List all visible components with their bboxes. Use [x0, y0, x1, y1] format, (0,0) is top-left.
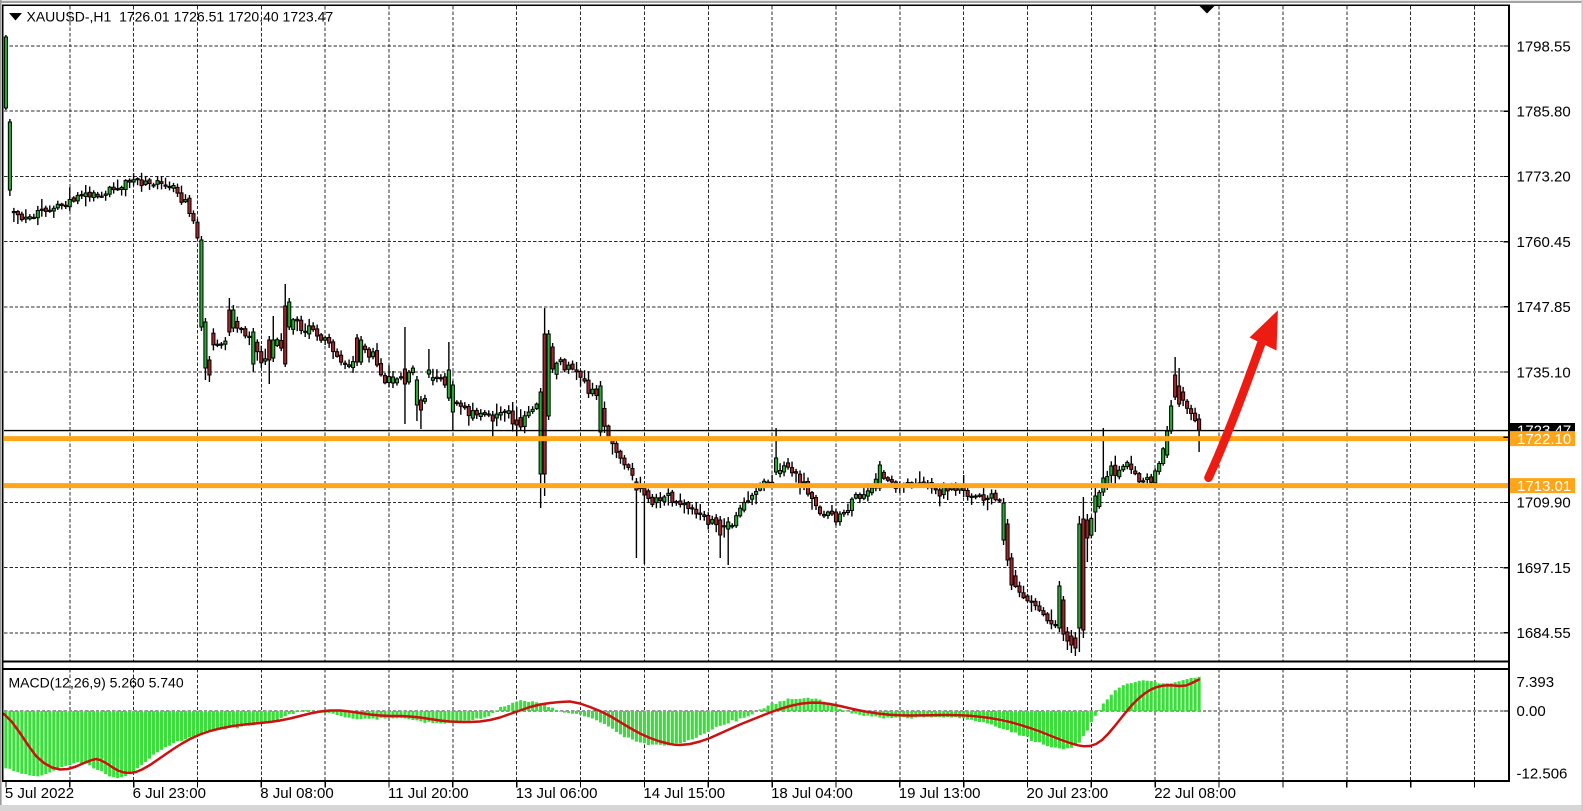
- svg-text:1735.10: 1735.10: [1517, 364, 1571, 381]
- svg-text:MACD(12,26,9) 5.260 5.740: MACD(12,26,9) 5.260 5.740: [9, 675, 184, 691]
- svg-text:XAUUSD-,H1 1726.01 1726.51 17: XAUUSD-,H1 1726.01 1726.51 1720.40 1723.…: [27, 9, 334, 25]
- svg-text:1684.55: 1684.55: [1517, 625, 1571, 642]
- svg-text:20 Jul 23:00: 20 Jul 23:00: [1027, 785, 1109, 802]
- svg-text:1747.85: 1747.85: [1517, 299, 1571, 316]
- svg-text:5 Jul 2022: 5 Jul 2022: [5, 785, 74, 802]
- svg-text:1709.90: 1709.90: [1517, 495, 1571, 512]
- svg-text:1773.20: 1773.20: [1517, 169, 1571, 186]
- svg-text:-12.506: -12.506: [1517, 766, 1568, 783]
- svg-text:7.393: 7.393: [1517, 674, 1555, 691]
- svg-text:1713.01: 1713.01: [1517, 478, 1571, 495]
- svg-text:1697.15: 1697.15: [1517, 560, 1571, 577]
- svg-text:8 Jul 08:00: 8 Jul 08:00: [260, 785, 333, 802]
- svg-text:11 Jul 20:00: 11 Jul 20:00: [388, 785, 469, 802]
- svg-text:18 Jul 04:00: 18 Jul 04:00: [771, 785, 853, 802]
- svg-text:0.00: 0.00: [1517, 703, 1546, 720]
- svg-text:6 Jul 23:00: 6 Jul 23:00: [133, 785, 206, 802]
- svg-text:14 Jul 15:00: 14 Jul 15:00: [643, 785, 725, 802]
- svg-text:22 Jul 08:00: 22 Jul 08:00: [1154, 785, 1236, 802]
- svg-text:13 Jul 06:00: 13 Jul 06:00: [516, 785, 598, 802]
- svg-text:1760.45: 1760.45: [1517, 234, 1571, 251]
- svg-text:1785.80: 1785.80: [1517, 104, 1571, 121]
- svg-text:19 Jul 13:00: 19 Jul 13:00: [899, 785, 981, 802]
- svg-text:1798.55: 1798.55: [1517, 38, 1571, 55]
- svg-text:1722.10: 1722.10: [1517, 431, 1571, 448]
